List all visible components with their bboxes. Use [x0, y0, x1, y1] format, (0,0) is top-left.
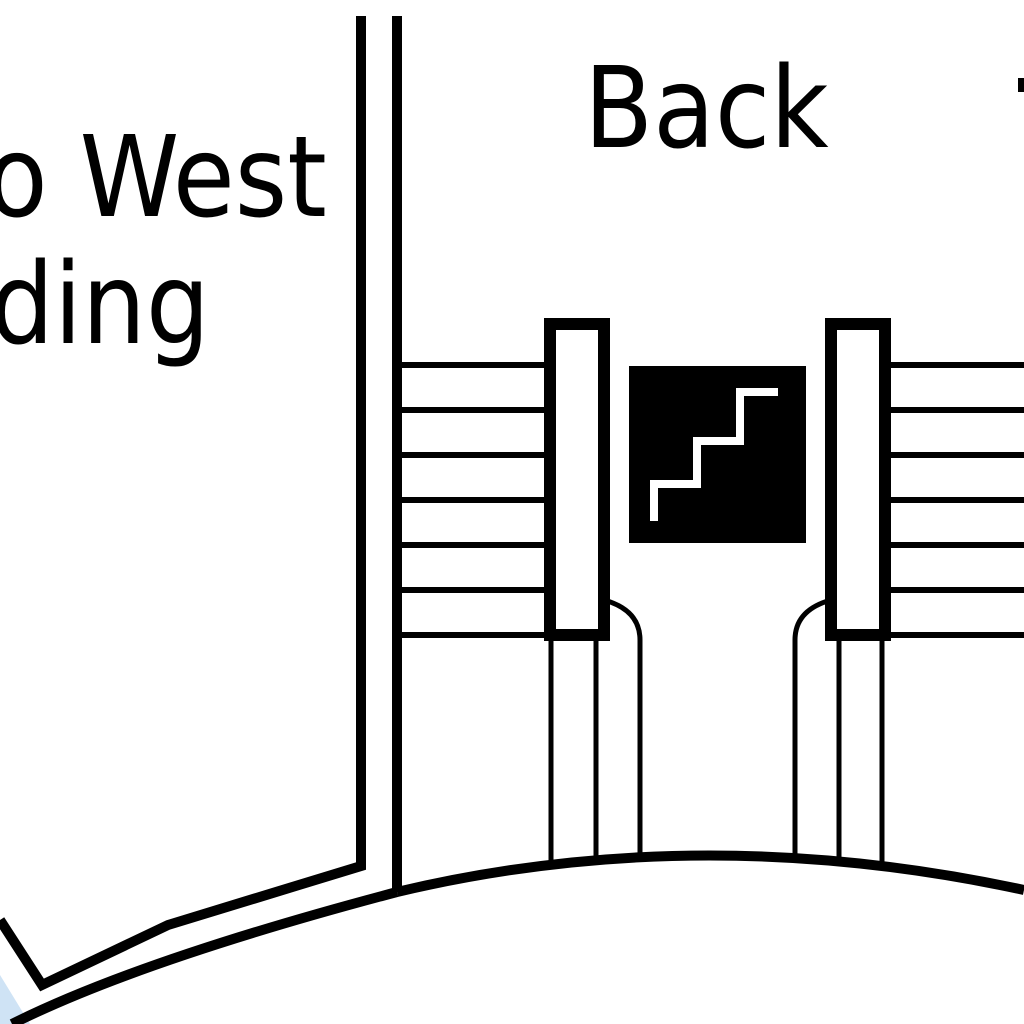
steps-left: [397, 362, 548, 638]
area-label-back: Back: [584, 44, 829, 174]
building-label-line2: ding: [0, 240, 210, 370]
water-area: [0, 975, 30, 1024]
stairs-icon: [629, 366, 806, 543]
building-label-line1: o West: [0, 113, 327, 243]
plaza-curve: [9, 850, 1024, 1024]
steps-right: [888, 362, 1024, 638]
partial-label-mark: [1018, 78, 1024, 92]
railings: [548, 597, 885, 866]
pillar-right: [825, 318, 891, 641]
pillar-left: [544, 318, 610, 641]
